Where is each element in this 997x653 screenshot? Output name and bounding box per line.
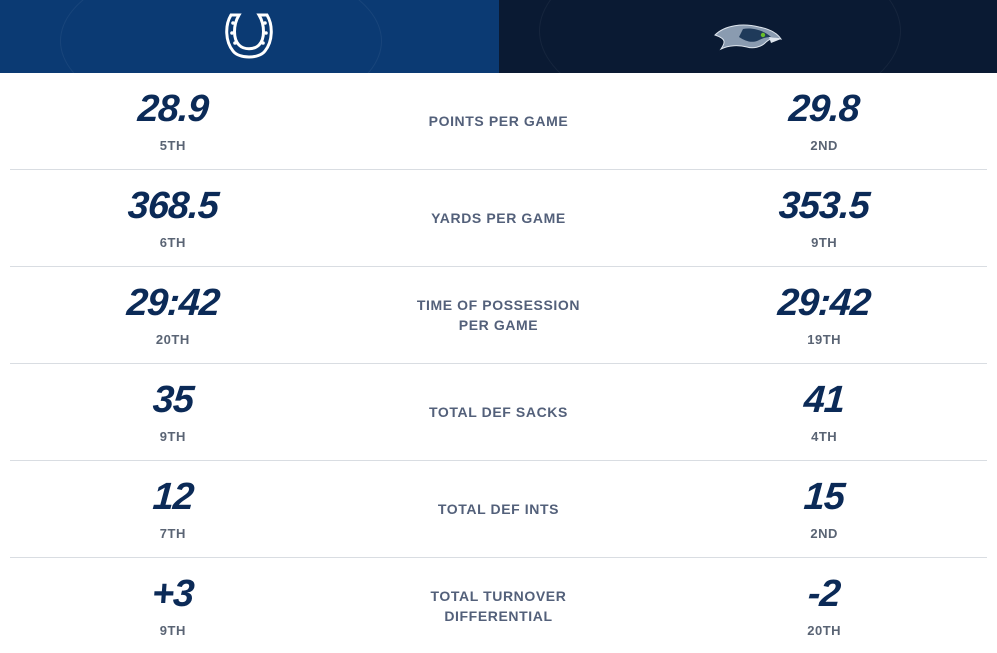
seahawk-icon [713,24,782,50]
stat-row: 12 7TH TOTAL DEF INTS 15 2ND [10,461,987,558]
stat-label: TOTAL DEF SACKS [429,404,568,420]
left-stat: 12 7TH [10,461,336,557]
left-stat: 28.9 5TH [10,73,336,169]
right-stat-value: -2 [806,572,842,615]
stat-row: +3 9TH TOTAL TURNOVER DIFFERENTIAL -2 20… [10,558,987,653]
right-stat-value: 353.5 [777,184,871,227]
left-stat-rank: 7TH [159,525,186,541]
right-stat: 353.5 9TH [661,170,987,266]
right-stat-value: 15 [802,475,846,518]
right-stat: 29:42 19TH [661,267,987,363]
team-header [0,0,997,73]
stat-row: 368.5 6TH YARDS PER GAME 353.5 9TH [10,170,987,267]
team-left-banner [0,0,499,73]
right-stat-value: 29:42 [776,281,872,324]
stat-label: POINTS PER GAME [428,113,569,129]
horseshoe-icon [225,13,273,58]
stat-label: TIME OF POSSESSION PER GAME [416,297,581,333]
stat-row: 28.9 5TH POINTS PER GAME 29.8 2ND [10,73,987,170]
left-stat-value: 35 [151,378,195,421]
left-stat-rank: 9TH [159,622,186,638]
left-stat-rank: 20TH [155,331,190,347]
stat-label: TOTAL TURNOVER DIFFERENTIAL [430,588,567,624]
right-stat-rank: 2ND [810,137,838,153]
right-stat: -2 20TH [661,558,987,653]
stats-table: 28.9 5TH POINTS PER GAME 29.8 2ND 368.5 … [10,73,987,653]
left-stat-rank: 9TH [159,428,186,444]
right-stat-value: 29.8 [787,87,861,130]
right-stat-rank: 20TH [807,622,842,638]
left-stat: 368.5 6TH [10,170,336,266]
stat-label: YARDS PER GAME [431,210,566,226]
stat-label: TOTAL DEF INTS [437,501,560,517]
left-stat-value: +3 [150,572,195,615]
right-stat-rank: 19TH [807,331,842,347]
left-stat-value: 28.9 [136,87,210,130]
team-right-banner [498,0,997,73]
right-stat: 29.8 2ND [661,73,987,169]
right-stat-rank: 4TH [811,428,838,444]
left-stat-value: 368.5 [126,184,220,227]
stat-row: 35 9TH TOTAL DEF SACKS 41 4TH [10,364,987,461]
left-stat: +3 9TH [10,558,336,653]
right-stat-value: 41 [802,378,846,421]
right-stat-rank: 2ND [810,525,838,541]
left-stat: 35 9TH [10,364,336,460]
left-stat-value: 12 [151,475,195,518]
left-stat-rank: 5TH [159,137,186,153]
left-stat-rank: 6TH [159,234,186,250]
left-stat-value: 29:42 [125,281,221,324]
left-stat: 29:42 20TH [10,267,336,363]
right-stat: 15 2ND [661,461,987,557]
right-stat-rank: 9TH [811,234,838,250]
stat-row: 29:42 20TH TIME OF POSSESSION PER GAME 2… [10,267,987,364]
right-stat: 41 4TH [661,364,987,460]
